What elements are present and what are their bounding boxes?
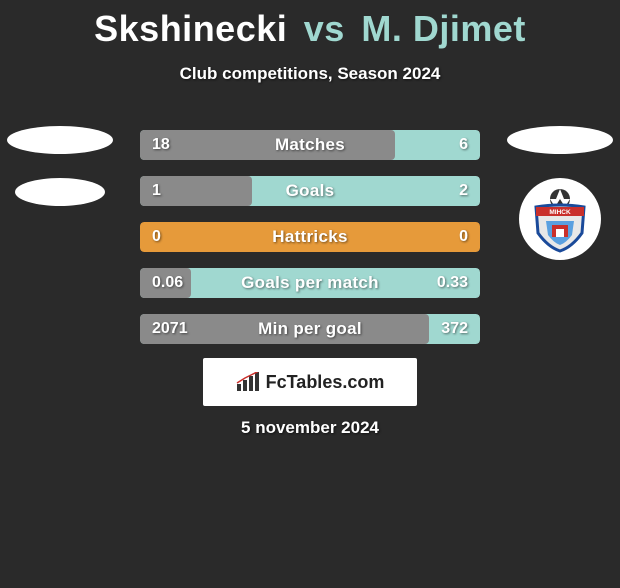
vs-text: vs bbox=[304, 8, 345, 49]
stat-row: 0 0 Hattricks bbox=[140, 222, 480, 252]
player2-name: M. Djimet bbox=[361, 8, 526, 49]
stat-right-value: 0.33 bbox=[437, 274, 468, 292]
stat-label: Goals bbox=[286, 181, 335, 201]
comparison-title: Skshinecki vs M. Djimet bbox=[0, 8, 620, 50]
right-avatars: MIHCK bbox=[500, 126, 620, 260]
stat-left-value: 0 bbox=[152, 228, 161, 246]
player1-name: Skshinecki bbox=[94, 8, 287, 49]
stat-row: 0.06 0.33 Goals per match bbox=[140, 268, 480, 298]
player1-avatar-placeholder bbox=[7, 126, 113, 154]
stat-row: 18 6 Matches bbox=[140, 130, 480, 160]
subtitle: Club competitions, Season 2024 bbox=[0, 64, 620, 84]
stat-right-value: 6 bbox=[459, 136, 468, 154]
stat-label: Hattricks bbox=[272, 227, 347, 247]
bar-fill-left bbox=[140, 130, 395, 160]
player1-club-placeholder bbox=[15, 178, 105, 206]
left-avatars bbox=[0, 126, 120, 230]
stat-bars: 18 6 Matches 1 2 Goals 0 0 Hattricks 0.06 0.33 Goal… bbox=[140, 130, 480, 360]
stat-label: Matches bbox=[275, 135, 345, 155]
logo-text: FcTables.com bbox=[266, 372, 385, 393]
club-shield-icon: MIHCK bbox=[526, 185, 594, 253]
stat-left-value: 1 bbox=[152, 182, 161, 200]
player2-avatar-placeholder bbox=[507, 126, 613, 154]
stat-left-value: 0.06 bbox=[152, 274, 183, 292]
stat-left-value: 18 bbox=[152, 136, 170, 154]
stat-left-value: 2071 bbox=[152, 320, 188, 338]
stat-row: 2071 372 Min per goal bbox=[140, 314, 480, 344]
player2-club-badge: MIHCK bbox=[519, 178, 601, 260]
stat-right-value: 2 bbox=[459, 182, 468, 200]
date-text: 5 november 2024 bbox=[241, 418, 379, 438]
stat-right-value: 372 bbox=[441, 320, 468, 338]
stat-right-value: 0 bbox=[459, 228, 468, 246]
stat-label: Min per goal bbox=[258, 319, 362, 339]
fctables-logo: FcTables.com bbox=[203, 358, 417, 406]
bars-icon bbox=[236, 372, 262, 392]
stat-row: 1 2 Goals bbox=[140, 176, 480, 206]
svg-text:MIHCK: MIHCK bbox=[549, 209, 571, 216]
stat-label: Goals per match bbox=[241, 273, 379, 293]
